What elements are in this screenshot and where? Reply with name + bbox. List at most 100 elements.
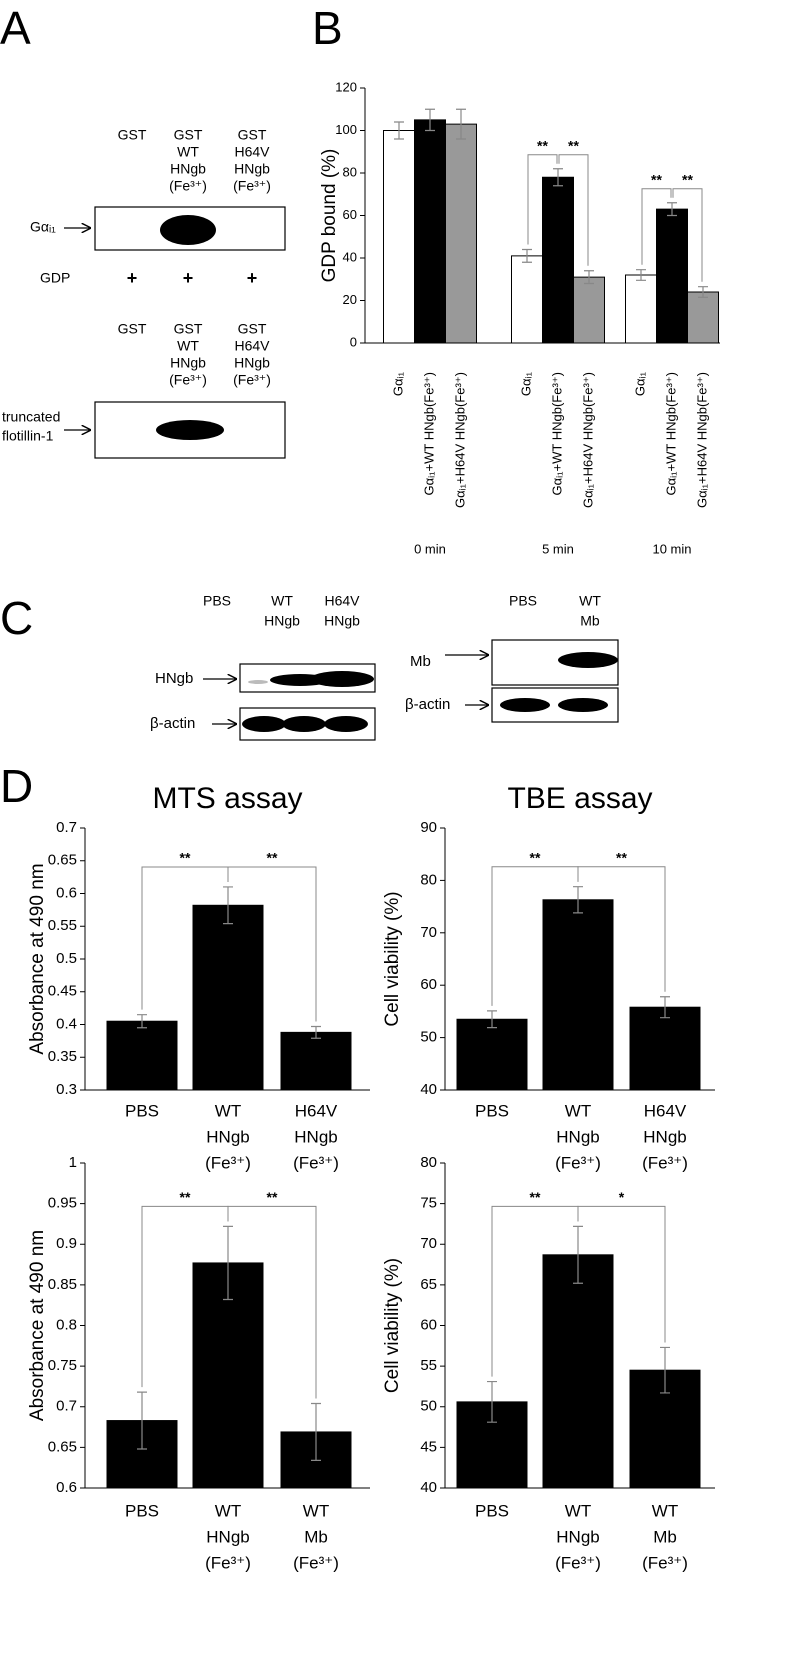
row-label: Mb (410, 653, 431, 670)
significance-bracket (527, 154, 558, 245)
error-bar (223, 1225, 233, 1301)
y-tick-label: 1 (69, 1154, 77, 1171)
significance-bracket (227, 1205, 317, 1399)
y-tick-label: 60 (420, 1316, 437, 1333)
bar (542, 176, 574, 344)
significance-label: ** (180, 1189, 191, 1205)
significance-bracket (227, 866, 317, 1022)
bar (511, 255, 543, 344)
y-tick-label: 65 (420, 1276, 437, 1293)
x-tick-label: WT (215, 1101, 241, 1120)
row-label: flotillin-1 (2, 428, 54, 444)
bar (625, 274, 657, 344)
y-tick-label: 0.8 (56, 1316, 77, 1333)
error-bar (487, 1010, 497, 1029)
y-tick-label: 100 (335, 122, 357, 137)
panel-label: A (0, 2, 31, 54)
y-tick-label: 80 (420, 1154, 437, 1171)
lane-label: H64V (234, 338, 270, 354)
y-tick-label: 0.6 (56, 1479, 77, 1496)
y-axis-label: Cell viability (%) (382, 891, 403, 1026)
lane-label: GST (118, 321, 147, 337)
series-label: Gαᵢ₁+H64V HNgb(Fe³⁺) (580, 372, 595, 508)
x-tick-label: PBS (125, 1101, 159, 1120)
x-tick-label: HNgb (206, 1527, 249, 1546)
y-axis-label: Absorbance at 490 nm (27, 863, 48, 1054)
lane-label: HNgb (324, 613, 360, 629)
y-tick-label: 60 (343, 207, 357, 222)
x-tick-label: PBS (125, 1501, 159, 1520)
significance-label: ** (530, 849, 541, 865)
panel-label: D (0, 760, 33, 812)
bar (456, 1018, 528, 1091)
blot-band (156, 420, 224, 440)
x-tick-label: Mb (653, 1527, 677, 1546)
significance-label: ** (267, 850, 278, 866)
significance-label: ** (267, 1189, 278, 1205)
y-tick-label: 20 (343, 292, 357, 307)
series-label: Gαᵢ₁+WT HNgb(Fe³⁺) (421, 372, 436, 496)
x-tick-label: H64V (644, 1101, 687, 1120)
x-tick-label: 0 min (414, 541, 446, 556)
x-tick-label: Mb (304, 1527, 328, 1546)
significance-label: ** (537, 137, 548, 153)
significance-label: ** (530, 1189, 541, 1205)
y-tick-label: 0.55 (48, 917, 77, 934)
lane-label: GST (118, 127, 147, 143)
series-label: Gαᵢ₁ (518, 371, 533, 396)
error-bar (311, 1402, 321, 1461)
x-tick-label: (Fe³⁺) (293, 1553, 339, 1572)
series-label: Gαᵢ₁+WT HNgb(Fe³⁺) (663, 372, 678, 496)
series-label: Gαᵢ₁+H64V HNgb(Fe³⁺) (452, 372, 467, 508)
y-tick-label: 80 (343, 164, 357, 179)
error-bar (573, 886, 583, 914)
lane-label: GST (238, 127, 267, 143)
x-tick-label: (Fe³⁺) (205, 1153, 251, 1172)
row-label: β-actin (405, 696, 450, 713)
error-bar (311, 1025, 321, 1039)
x-tick-label: (Fe³⁺) (555, 1553, 601, 1572)
y-tick-label: 0.35 (48, 1048, 77, 1065)
significance-label: * (619, 1189, 625, 1205)
x-tick-label: (Fe³⁺) (642, 1553, 688, 1572)
x-tick-label: 5 min (542, 541, 574, 556)
y-tick-label: 0.75 (48, 1357, 77, 1374)
y-tick-label: 40 (420, 1081, 437, 1098)
error-bar (660, 996, 670, 1019)
lane-label: WT (579, 593, 601, 609)
significance-label: ** (616, 849, 627, 865)
bar (192, 904, 264, 1091)
blot-band (248, 680, 268, 684)
lane-label: (Fe³⁺) (169, 178, 207, 194)
error-bar (137, 1391, 147, 1450)
significance-bracket (577, 866, 666, 992)
lane-label: HNgb (170, 161, 206, 177)
significance-bracket (672, 188, 703, 282)
x-tick-label: 10 min (652, 541, 691, 556)
lane-label: Mb (580, 613, 600, 629)
lane-label: (Fe³⁺) (233, 178, 271, 194)
cofactor-label: GDP (40, 270, 70, 286)
x-tick-label: HNgb (556, 1527, 599, 1546)
bar (542, 899, 614, 1091)
error-bar (553, 168, 563, 187)
blot-band (324, 716, 368, 732)
significance-label: ** (651, 171, 662, 187)
x-tick-label: HNgb (294, 1127, 337, 1146)
panel-label: B (312, 2, 343, 54)
y-axis-label: GDP bound (%) (319, 149, 340, 283)
y-tick-label: 60 (420, 976, 437, 993)
bar (573, 276, 605, 344)
y-tick-label: 70 (420, 1235, 437, 1252)
lane-label: WT (177, 338, 199, 354)
blot-band (242, 716, 286, 732)
y-tick-label: 0.85 (48, 1276, 77, 1293)
x-tick-label: HNgb (556, 1127, 599, 1146)
bar (687, 291, 719, 344)
lane-label: GST (174, 127, 203, 143)
y-tick-label: 0.65 (48, 1438, 77, 1455)
y-tick-label: 0.65 (48, 852, 77, 869)
x-tick-label: H64V (295, 1101, 338, 1120)
lane-label: GST (238, 321, 267, 337)
chart-title: MTS assay (152, 782, 302, 815)
